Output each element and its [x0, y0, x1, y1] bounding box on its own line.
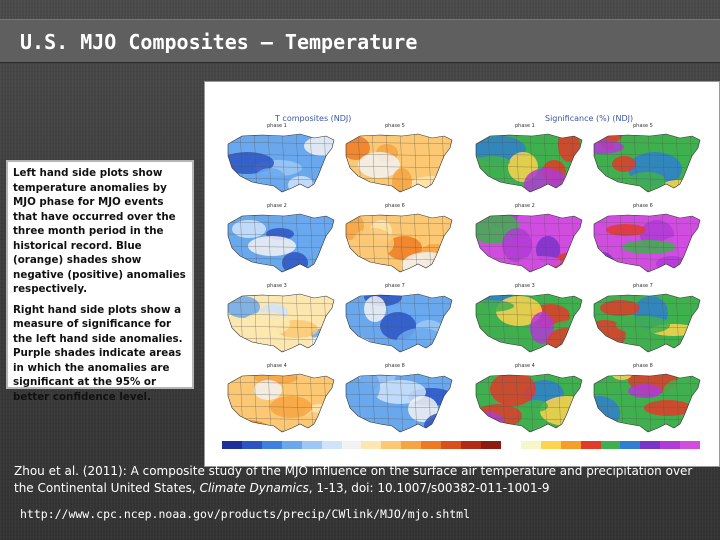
colorbar-swatch: [421, 441, 442, 449]
colorbar-swatch: [660, 441, 681, 449]
colorbar-swatch: [620, 441, 641, 449]
colorbar-swatch: [222, 441, 242, 449]
phase-label: phase 1: [267, 123, 287, 129]
colorbar-swatch: [520, 441, 541, 449]
phase-label: phase 5: [633, 123, 653, 129]
phase-label: phase 7: [385, 283, 405, 289]
figure-colorbar: [222, 441, 701, 449]
significance-map: [475, 213, 583, 273]
colorbar-swatch: [381, 441, 402, 449]
colorbar-swatch: [321, 441, 342, 449]
left-panel-header: T composites (NDJ): [275, 114, 352, 123]
significance-map: [593, 293, 701, 353]
explanation-paragraph-2: Right hand side plots show a measure of …: [13, 303, 183, 403]
composite-map: [345, 213, 453, 273]
source-url[interactable]: http://www.cpc.ncep.noaa.gov/products/pr…: [20, 507, 471, 521]
colorbar-swatch: [600, 441, 621, 449]
colorbar-swatch: [560, 441, 581, 449]
phase-label: phase 2: [267, 203, 287, 209]
explanation-paragraph-1: Left hand side plots show temperature an…: [13, 167, 186, 295]
citation-suffix: , 1-13, doi: 10.1007/s00382-011-1001-9: [308, 481, 550, 495]
composite-map: [227, 213, 335, 273]
colorbar-swatch: [640, 441, 661, 449]
title-band: [0, 19, 720, 63]
significance-map: [593, 373, 701, 433]
colorbar-swatch: [261, 441, 282, 449]
colorbar-swatch: [281, 441, 302, 449]
colorbar-swatch: [540, 441, 561, 449]
composite-map: [227, 133, 335, 193]
phase-label: phase 4: [267, 363, 287, 369]
composite-map: [345, 133, 453, 193]
colorbar-swatch: [680, 441, 701, 449]
composite-map: [345, 293, 453, 353]
phase-label: phase 8: [633, 363, 653, 369]
phase-label: phase 1: [515, 123, 535, 129]
citation-prefix: Zhou et al. (2011): A composite study of…: [14, 464, 693, 495]
phase-label: phase 4: [515, 363, 535, 369]
colorbar-swatch: [500, 441, 521, 449]
explanation-box: Left hand side plots show temperature an…: [6, 160, 194, 403]
phase-label: phase 6: [385, 203, 405, 209]
phase-label: phase 3: [267, 283, 287, 289]
phase-label: phase 8: [385, 363, 405, 369]
phase-label: phase 6: [633, 203, 653, 209]
colorbar-swatch: [401, 441, 422, 449]
significance-map: [593, 133, 701, 193]
significance-map: [475, 373, 583, 433]
phase-label: phase 3: [515, 283, 535, 289]
composite-map: [345, 373, 453, 433]
colorbar-swatch: [461, 441, 481, 449]
colorbar-swatch: [361, 441, 382, 449]
significance-map: [593, 213, 701, 273]
composite-map: [227, 293, 335, 353]
citation-journal: Climate Dynamics: [199, 481, 309, 495]
phase-label: phase 7: [633, 283, 653, 289]
phase-label: phase 5: [385, 123, 405, 129]
colorbar-swatch: [341, 441, 362, 449]
colorbar-swatch: [480, 441, 501, 449]
colorbar-swatch: [241, 441, 262, 449]
slide-title: U.S. MJO Composites – Temperature: [20, 30, 418, 54]
significance-map: [475, 293, 583, 353]
significance-map: [475, 133, 583, 193]
colorbar-swatch: [580, 441, 601, 449]
colorbar-swatch: [441, 441, 462, 449]
citation: Zhou et al. (2011): A composite study of…: [14, 463, 714, 497]
composite-map: [227, 373, 335, 433]
right-panel-header: Significance (%) (NDJ): [545, 114, 634, 123]
phase-label: phase 2: [515, 203, 535, 209]
colorbar-swatch: [301, 441, 322, 449]
